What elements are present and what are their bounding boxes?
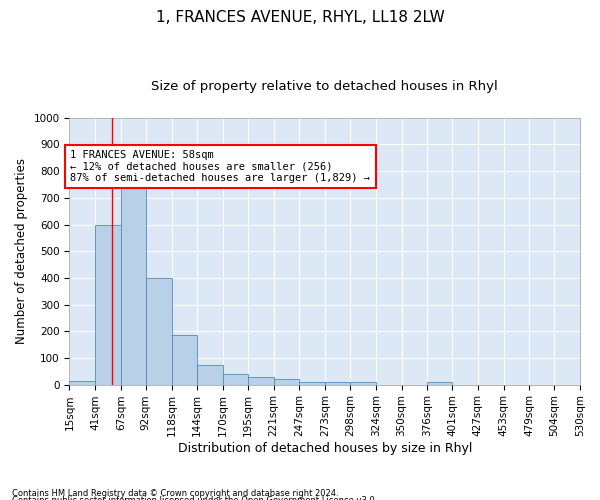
Bar — [146, 278, 172, 384]
X-axis label: Distribution of detached houses by size in Rhyl: Distribution of detached houses by size … — [178, 442, 472, 455]
Text: 1, FRANCES AVENUE, RHYL, LL18 2LW: 1, FRANCES AVENUE, RHYL, LL18 2LW — [155, 10, 445, 25]
Bar — [274, 380, 299, 384]
Bar — [350, 382, 376, 384]
Bar — [248, 376, 274, 384]
Text: Contains HM Land Registry data © Crown copyright and database right 2024.: Contains HM Land Registry data © Crown c… — [12, 488, 338, 498]
Text: Contains public sector information licensed under the Open Government Licence v3: Contains public sector information licen… — [12, 496, 377, 500]
Bar — [299, 382, 325, 384]
Bar — [223, 374, 248, 384]
Text: 1 FRANCES AVENUE: 58sqm
← 12% of detached houses are smaller (256)
87% of semi-d: 1 FRANCES AVENUE: 58sqm ← 12% of detache… — [70, 150, 370, 183]
Bar — [70, 380, 95, 384]
Bar — [325, 382, 350, 384]
Bar — [197, 364, 223, 384]
Bar — [121, 176, 146, 384]
Bar — [95, 224, 121, 384]
Y-axis label: Number of detached properties: Number of detached properties — [15, 158, 28, 344]
Bar — [427, 382, 452, 384]
Title: Size of property relative to detached houses in Rhyl: Size of property relative to detached ho… — [151, 80, 498, 93]
Bar — [172, 335, 197, 384]
